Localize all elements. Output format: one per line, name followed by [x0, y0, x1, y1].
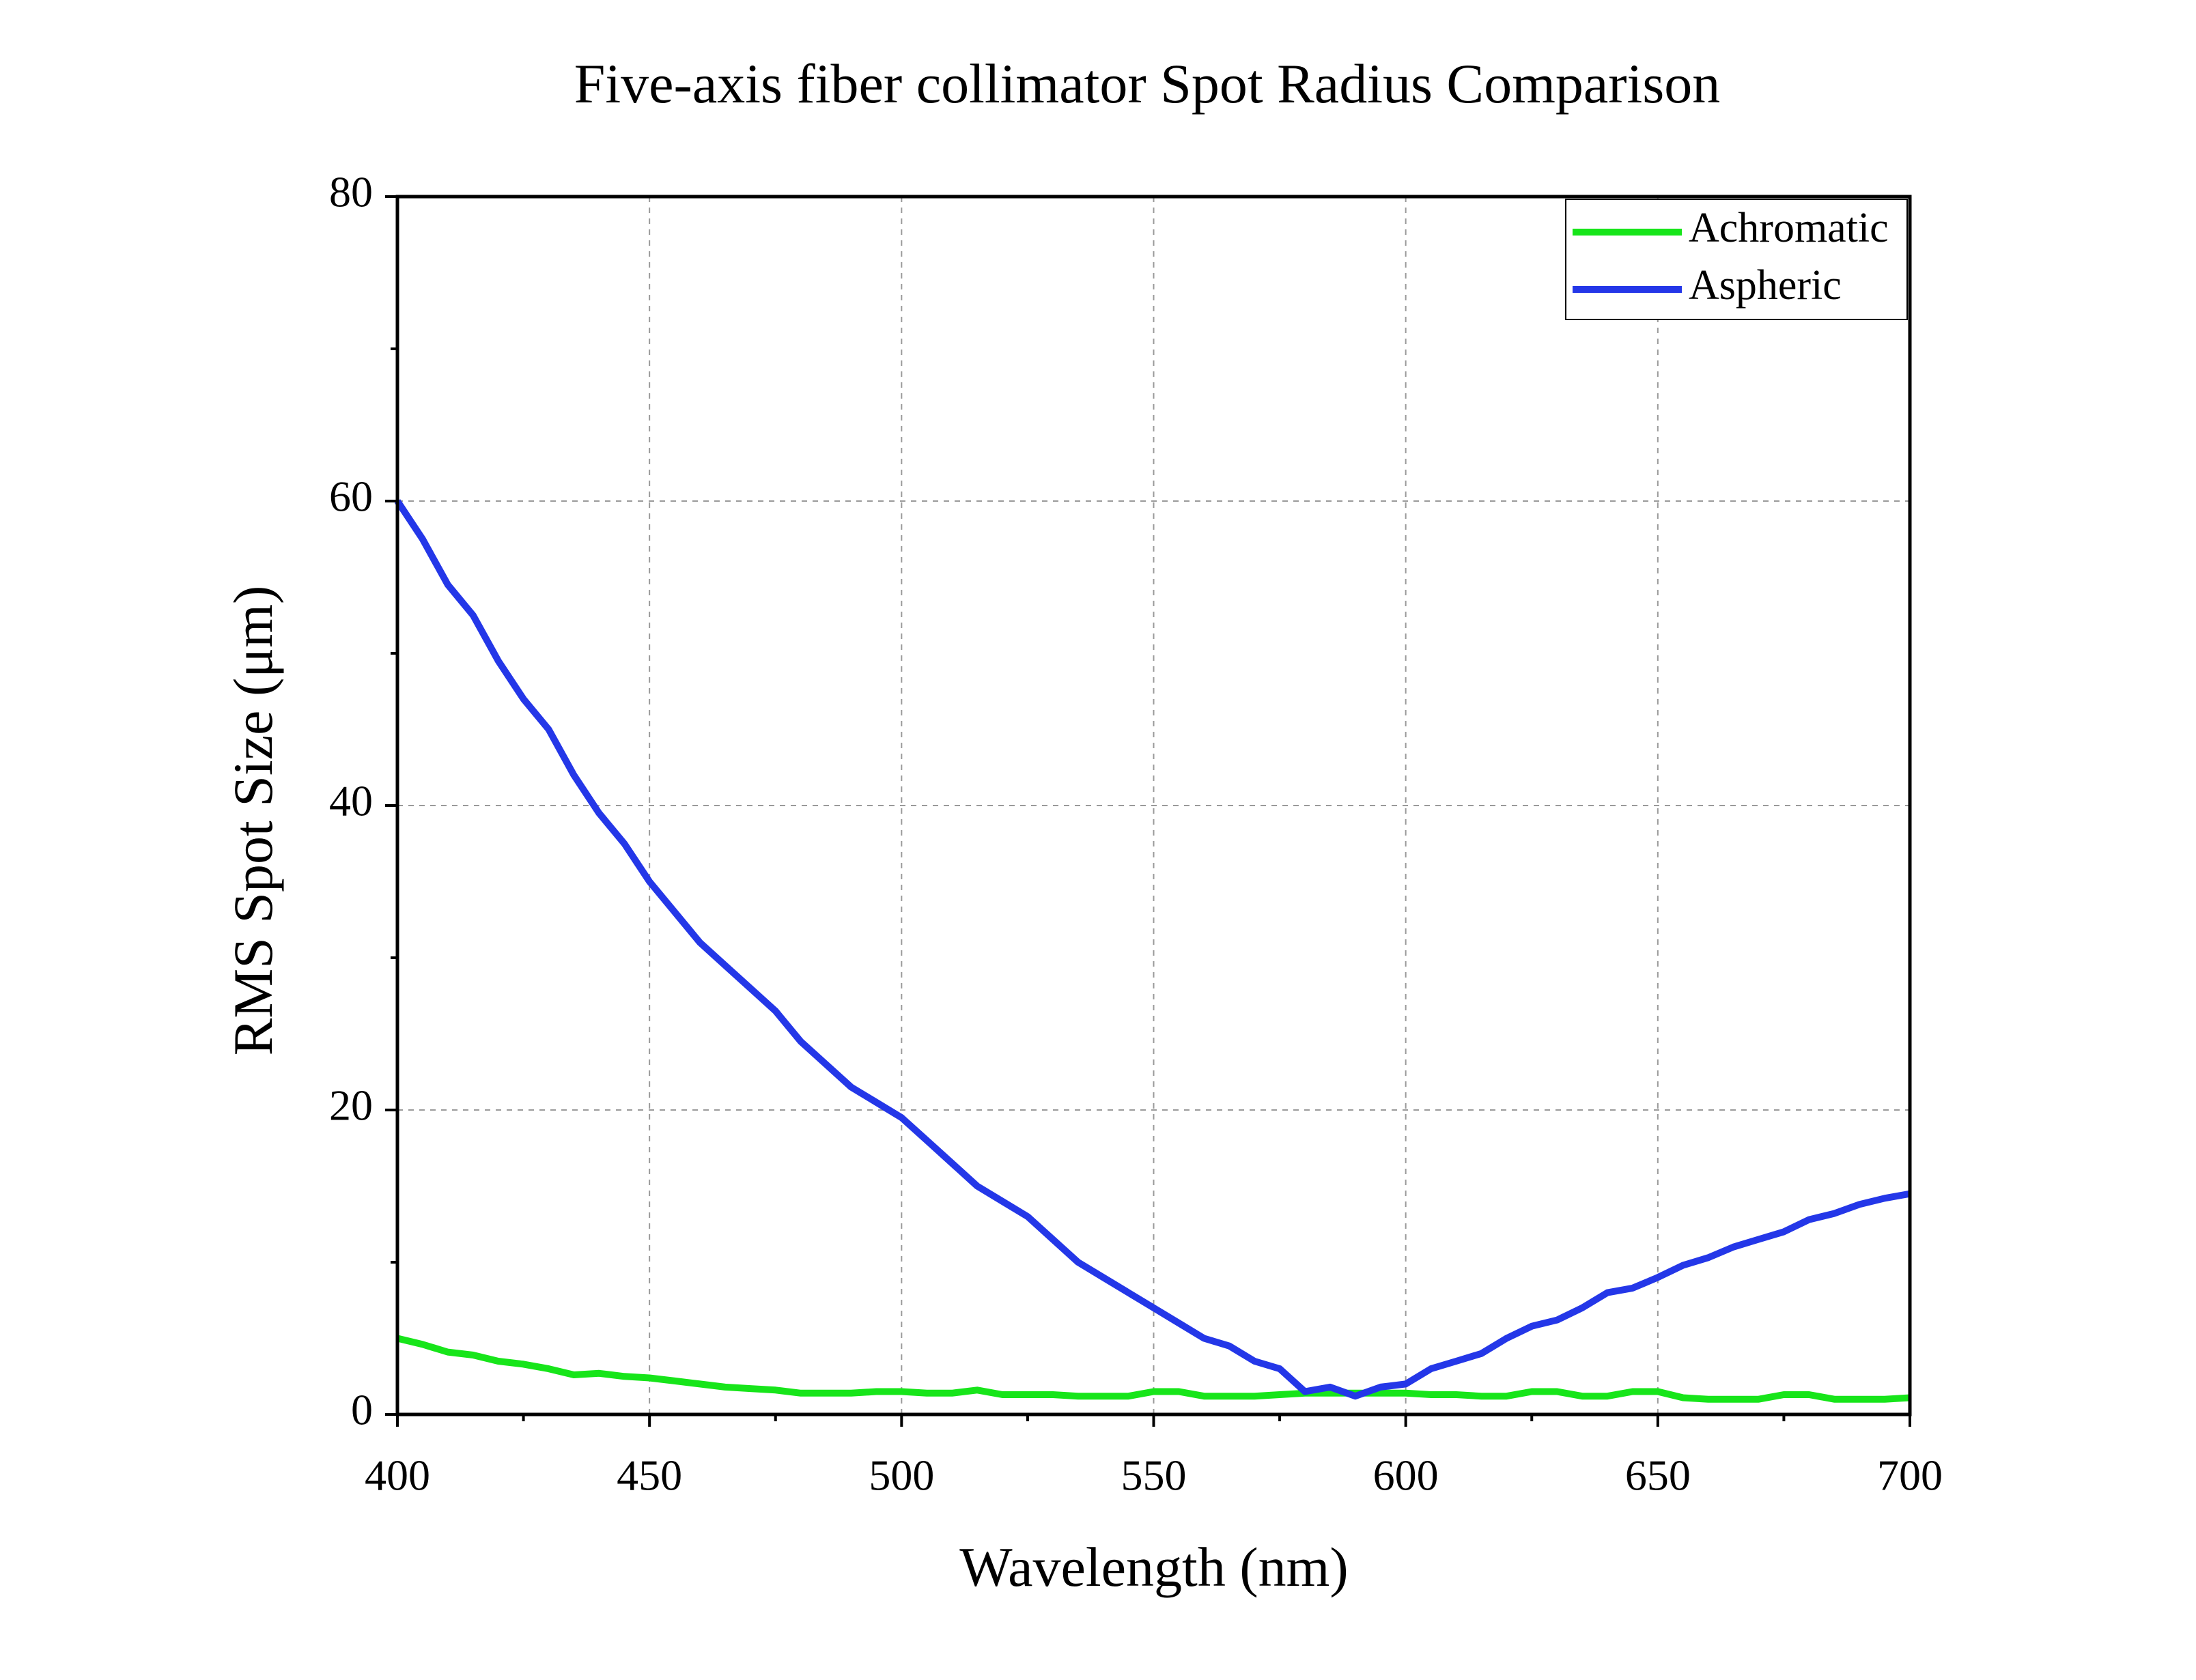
x-tick-label: 500: [869, 1451, 934, 1500]
y-tick-label: 20: [329, 1081, 373, 1130]
chart-title: Five-axis fiber collimator Spot Radius C…: [574, 53, 1721, 115]
y-tick-label: 0: [351, 1386, 373, 1434]
y-tick-label: 40: [329, 777, 373, 825]
x-tick-label: 650: [1625, 1451, 1691, 1500]
x-axis-label: Wavelength (nm): [959, 1536, 1348, 1598]
data-line: [396, 1335, 1911, 1403]
x-tick-label: 700: [1877, 1451, 1943, 1500]
legend-box: [1565, 199, 1908, 320]
y-tick-label: 80: [329, 168, 373, 216]
x-tick-label: 550: [1121, 1451, 1187, 1500]
legend: Achromatic Aspheric: [1565, 199, 1908, 320]
legend-label: Aspheric: [1689, 262, 1842, 309]
y-axis-label: RMS Spot Size (μm): [222, 586, 284, 1056]
y-tick-label: 60: [329, 472, 373, 521]
x-tick-label: 450: [617, 1451, 682, 1500]
x-tick-label: 600: [1373, 1451, 1439, 1500]
data-line: [394, 499, 1911, 1400]
plot-frame: [395, 195, 1912, 1416]
x-tick-label: 400: [365, 1451, 430, 1500]
legend-label: Achromatic: [1689, 205, 1889, 251]
